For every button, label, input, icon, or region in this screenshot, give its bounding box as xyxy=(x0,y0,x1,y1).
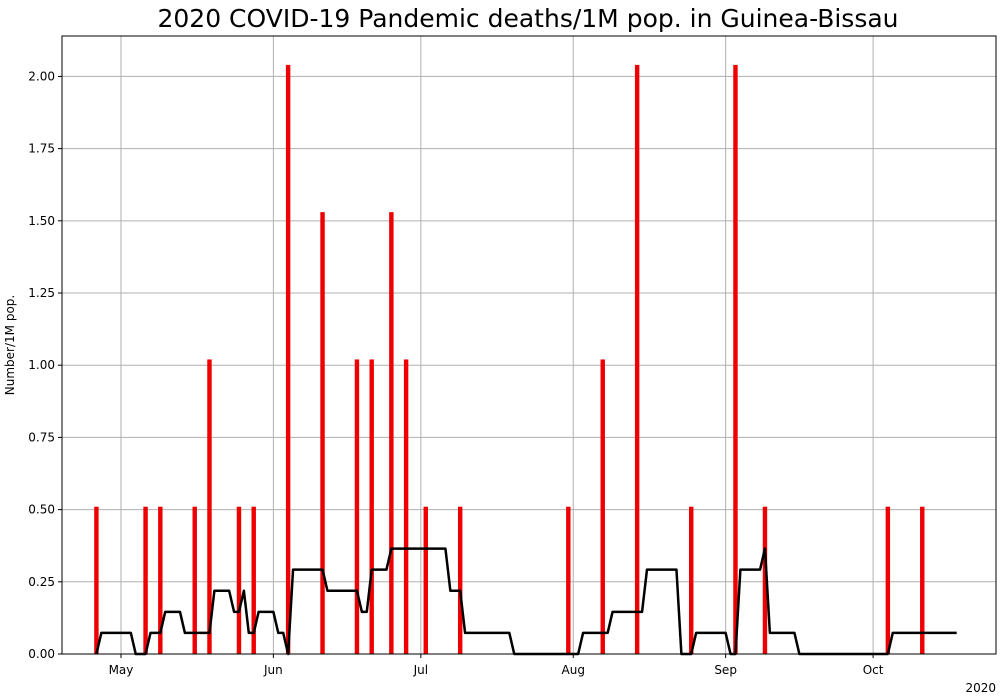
y-tick-label: 0.50 xyxy=(28,503,55,517)
bar xyxy=(885,506,891,654)
bar xyxy=(762,506,768,654)
bar xyxy=(423,506,428,654)
y-tick-label: 1.00 xyxy=(28,358,55,372)
bar xyxy=(634,64,640,655)
x-tick-label: Jul xyxy=(413,663,428,677)
bar xyxy=(94,506,99,654)
x-tick-label: Sep xyxy=(714,663,737,677)
x-tick-label: Aug xyxy=(562,663,585,677)
bar xyxy=(733,64,738,655)
bar xyxy=(354,359,360,654)
x-axis-year-label: 2020 xyxy=(965,681,996,695)
line-series xyxy=(95,547,957,656)
series-line xyxy=(95,547,957,656)
bar xyxy=(207,359,212,654)
x-tick-label: Oct xyxy=(863,663,884,677)
bar xyxy=(192,506,197,654)
x-tick-label: May xyxy=(109,663,134,677)
bar xyxy=(236,506,242,654)
y-tick-label: 0.00 xyxy=(28,647,55,661)
bar xyxy=(457,506,463,654)
x-tick-label: Jun xyxy=(263,663,283,677)
bar xyxy=(320,212,325,654)
grid xyxy=(62,36,996,655)
y-tick-label: 0.75 xyxy=(28,430,55,444)
bar xyxy=(600,359,605,654)
plot-area-frame xyxy=(61,35,997,655)
y-tick-label: 0.25 xyxy=(28,575,55,589)
y-tick-label: 2.00 xyxy=(28,69,55,83)
chart-title: 2020 COVID-19 Pandemic deaths/1M pop. in… xyxy=(157,4,898,33)
bar xyxy=(369,359,374,654)
y-tick-label: 1.25 xyxy=(28,286,55,300)
bar xyxy=(403,359,409,654)
bar xyxy=(285,64,291,655)
bar xyxy=(566,506,571,654)
bar xyxy=(389,212,394,654)
bar xyxy=(689,506,694,654)
axis-ticks: 0.00 0.25 0.50 0.75 1.00 1.25 1.50 1.75 2.00 May J… xyxy=(28,69,883,677)
bar xyxy=(920,506,925,654)
bar xyxy=(251,506,256,654)
y-tick-label: 1.75 xyxy=(28,142,55,156)
bar xyxy=(143,506,148,654)
bar xyxy=(158,506,163,654)
bar-series xyxy=(94,64,925,655)
y-tick-label: 1.50 xyxy=(28,214,55,228)
y-axis-label: Number/1M pop. xyxy=(3,295,17,395)
